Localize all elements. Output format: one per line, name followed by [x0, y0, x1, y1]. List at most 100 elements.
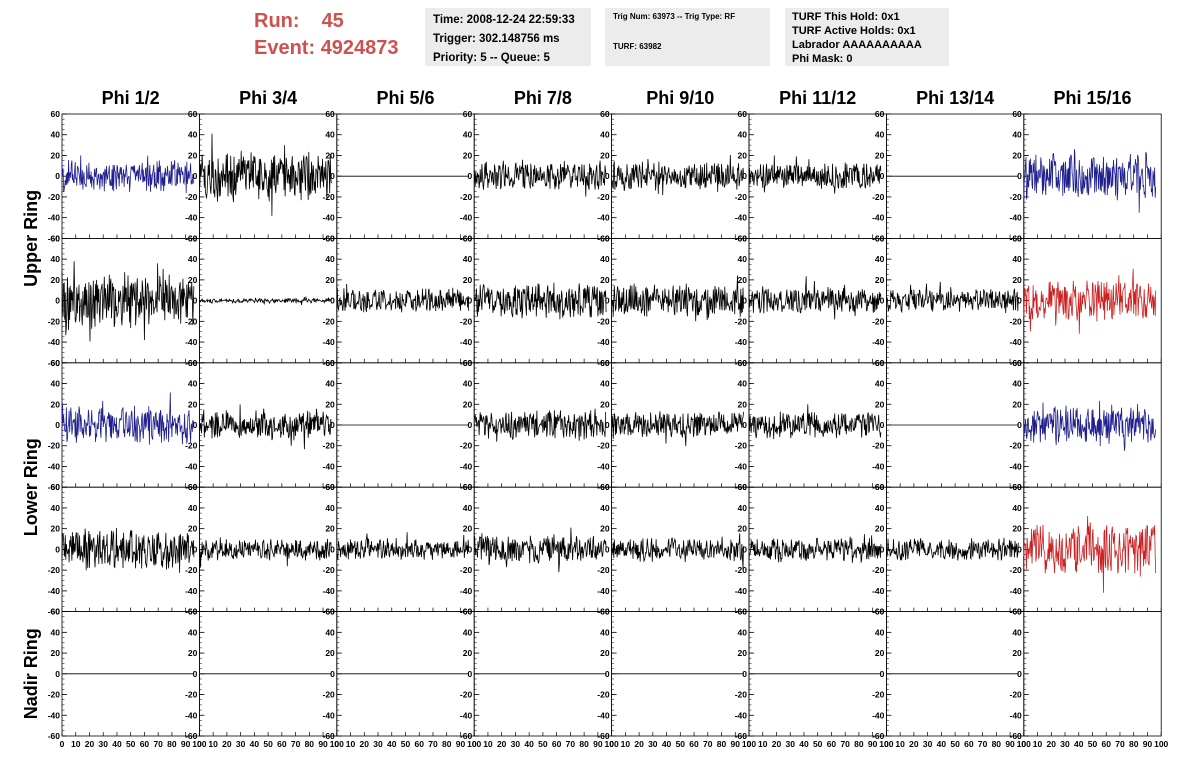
x-tick-label: 10: [621, 739, 631, 749]
x-tick-label: 70: [703, 739, 713, 749]
x-tick-label: 30: [1060, 739, 1070, 749]
y-tick-label: 60: [600, 358, 610, 368]
y-tick-label: -20: [735, 690, 748, 700]
y-tick-label: 0: [193, 544, 198, 554]
y-tick-label: -40: [597, 710, 610, 720]
event-label: Event:: [254, 37, 316, 59]
y-tick-label: 40: [1012, 627, 1022, 637]
x-tick-label: 20: [360, 739, 370, 749]
column-header: Phi 13/14: [916, 88, 994, 108]
x-tick-label: 100: [192, 739, 206, 749]
y-tick-label: 60: [463, 358, 473, 368]
y-tick-label: 0: [1017, 544, 1022, 554]
x-tick-label: 30: [98, 739, 108, 749]
y-tick-label: -20: [460, 565, 473, 575]
y-tick-label: -40: [1010, 586, 1023, 596]
y-tick-label: -40: [48, 213, 61, 223]
y-tick-label: 40: [51, 503, 61, 513]
y-tick-label: 40: [188, 130, 198, 140]
x-tick-label: 50: [263, 739, 273, 749]
y-tick-label: 20: [738, 648, 748, 658]
column-header: Phi 5/6: [376, 88, 434, 108]
y-tick-label: 40: [738, 130, 748, 140]
x-tick-label: 70: [428, 739, 438, 749]
phi-mask-text: Phi Mask: 0: [792, 53, 853, 65]
y-tick-label: 0: [742, 296, 747, 306]
x-tick-label: 20: [1047, 739, 1057, 749]
y-tick-label: 20: [51, 275, 61, 285]
y-tick-label: 20: [875, 524, 885, 534]
x-tick-label: 40: [387, 739, 397, 749]
y-tick-label: -60: [872, 731, 885, 741]
x-tick-label: 90: [1005, 739, 1015, 749]
y-tick-label: 60: [51, 358, 61, 368]
y-tick-label: 60: [738, 109, 748, 119]
y-tick-label: 20: [188, 275, 198, 285]
x-tick-label: 80: [305, 739, 315, 749]
x-tick-label: 60: [415, 739, 425, 749]
y-tick-label: 40: [188, 627, 198, 637]
y-tick-label: 0: [1017, 296, 1022, 306]
y-tick-label: -40: [597, 213, 610, 223]
y-tick-label: 20: [463, 150, 473, 160]
y-tick-label: -20: [460, 192, 473, 202]
y-tick-label: 40: [1012, 130, 1022, 140]
x-tick-label: 40: [662, 739, 672, 749]
y-tick-label: 60: [325, 482, 335, 492]
y-tick-label: 60: [325, 607, 335, 617]
row-label: Upper Ring: [21, 190, 41, 287]
y-tick-label: 20: [875, 399, 885, 409]
y-tick-label: -40: [872, 586, 885, 596]
y-tick-label: 40: [875, 627, 885, 637]
waveform-trace: [199, 133, 332, 216]
x-tick-label: 70: [291, 739, 301, 749]
y-tick-label: 0: [467, 669, 472, 679]
trigger-info-box: Trig Num: 63973 -- Trig Type: RF TURF: 6…: [605, 8, 770, 66]
y-tick-label: 40: [738, 379, 748, 389]
waveform-trace: [61, 527, 195, 573]
y-tick-label: 20: [600, 399, 610, 409]
x-tick-label: 40: [937, 739, 947, 749]
y-tick-label: 20: [738, 275, 748, 285]
x-tick-label: 90: [1143, 739, 1153, 749]
labrador-text: Labrador AAAAAAAAAA: [792, 39, 922, 51]
y-tick-label: -40: [872, 461, 885, 471]
y-tick-label: 60: [51, 233, 61, 243]
y-tick-label: -60: [460, 731, 473, 741]
y-tick-label: -20: [597, 192, 610, 202]
x-tick-label: 0: [334, 739, 339, 749]
x-tick-label: 100: [742, 739, 756, 749]
y-tick-label: 40: [325, 627, 335, 637]
y-tick-label: 20: [188, 399, 198, 409]
y-tick-label: 60: [51, 607, 61, 617]
y-tick-label: -40: [460, 213, 473, 223]
y-tick-label: 0: [330, 544, 335, 554]
x-tick-label: 50: [126, 739, 136, 749]
x-tick-label: 30: [373, 739, 383, 749]
y-tick-label: -40: [597, 461, 610, 471]
y-tick-label: -40: [460, 337, 473, 347]
y-tick-label: -40: [735, 586, 748, 596]
y-tick-label: -60: [48, 607, 61, 617]
y-tick-label: 40: [463, 627, 473, 637]
y-tick-label: 20: [463, 275, 473, 285]
y-tick-label: 20: [1012, 275, 1022, 285]
x-tick-label: 30: [923, 739, 933, 749]
y-tick-label: -60: [48, 482, 61, 492]
y-tick-label: 20: [738, 399, 748, 409]
y-tick-label: 0: [880, 296, 885, 306]
x-tick-label: 90: [593, 739, 603, 749]
y-tick-label: -20: [1010, 316, 1023, 326]
y-tick-label: -40: [735, 337, 748, 347]
y-tick-label: 20: [188, 648, 198, 658]
y-tick-label: 0: [1017, 171, 1022, 181]
column-header: Phi 15/16: [1053, 88, 1131, 108]
y-tick-label: 40: [51, 254, 61, 264]
y-tick-label: 40: [875, 379, 885, 389]
waveform-trace: [611, 533, 744, 570]
y-tick-label: 0: [467, 171, 472, 181]
x-tick-label: 40: [112, 739, 122, 749]
x-tick-label: 70: [153, 739, 163, 749]
y-tick-label: 0: [605, 544, 610, 554]
x-tick-label: 50: [1088, 739, 1098, 749]
